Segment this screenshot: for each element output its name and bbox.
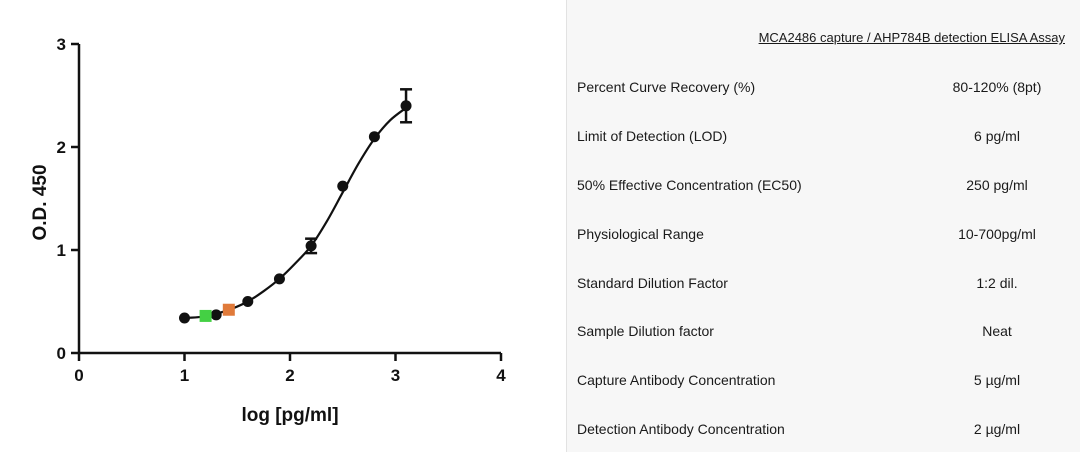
x-tick-label: 2 bbox=[285, 366, 294, 385]
row-label: Physiological Range bbox=[577, 226, 704, 242]
data-point bbox=[179, 312, 190, 324]
assay-parameters-panel: MCA2486 capture / AHP784B detection ELIS… bbox=[566, 0, 1080, 452]
table-row: Physiological Range 10-700pg/ml bbox=[577, 223, 1071, 245]
sample-marker bbox=[222, 303, 235, 316]
data-point bbox=[242, 296, 254, 307]
y-tick-label: 3 bbox=[57, 35, 66, 54]
chart-panel: 0 1 2 3 4 0 1 2 3 log [pg/ml] O.D. 450 bbox=[30, 35, 507, 426]
table-row: Percent Curve Recovery (%) 80-120% (8pt) bbox=[577, 76, 1071, 98]
row-value: 5 µg/ml bbox=[973, 372, 1021, 388]
x-tick-label: 3 bbox=[391, 366, 400, 385]
row-value: 2 µg/ml bbox=[973, 421, 1021, 437]
table-row: Capture Antibody Concentration 5 µg/ml bbox=[577, 369, 1071, 391]
table-row: Limit of Detection (LOD) 6 pg/ml bbox=[577, 125, 1071, 147]
y-axis-label: O.D. 450 bbox=[30, 164, 51, 240]
row-value: Neat bbox=[982, 323, 1012, 339]
data-point bbox=[305, 240, 317, 252]
row-value: 1:2 dil. bbox=[976, 275, 1018, 291]
row-label: Sample Dilution factor bbox=[577, 323, 714, 339]
row-label: 50% Effective Concentration (EC50) bbox=[577, 177, 802, 193]
y-tick-label: 0 bbox=[57, 344, 66, 363]
row-value: 10-700pg/ml bbox=[958, 226, 1036, 242]
elisa-standard-curve-chart: 0 1 2 3 4 0 1 2 3 log [pg/ml] O.D. 450 bbox=[30, 35, 506, 426]
table-title: MCA2486 capture / AHP784B detection ELIS… bbox=[758, 30, 1065, 45]
data-point bbox=[400, 100, 412, 112]
table-row: Detection Antibody Concentration 2 µg/ml bbox=[577, 418, 1071, 440]
row-label: Percent Curve Recovery (%) bbox=[577, 79, 756, 95]
table-row: Sample Dilution factor Neat bbox=[577, 320, 1071, 342]
row-label: Detection Antibody Concentration bbox=[577, 421, 785, 437]
x-axis-label: log [pg/ml] bbox=[241, 405, 338, 426]
row-value: 80-120% (8pt) bbox=[952, 79, 1042, 95]
x-tick-label: 4 bbox=[496, 366, 506, 385]
row-label: Capture Antibody Concentration bbox=[577, 372, 776, 388]
row-value: 6 pg/ml bbox=[974, 128, 1020, 144]
x-tick-label: 1 bbox=[180, 366, 189, 385]
table-row: 50% Effective Concentration (EC50) 250 p… bbox=[577, 174, 1071, 196]
data-point bbox=[210, 309, 222, 321]
x-tick-label: 0 bbox=[74, 366, 83, 385]
row-label: Standard Dilution Factor bbox=[577, 275, 728, 291]
data-point bbox=[273, 273, 285, 285]
row-label: Limit of Detection (LOD) bbox=[577, 128, 728, 144]
data-point bbox=[337, 180, 349, 192]
y-tick-label: 2 bbox=[57, 138, 66, 157]
y-tick-label: 1 bbox=[57, 241, 66, 260]
sample-marker bbox=[199, 309, 212, 322]
table-row: Standard Dilution Factor 1:2 dil. bbox=[577, 272, 1071, 294]
row-value: 250 pg/ml bbox=[966, 177, 1028, 193]
data-point bbox=[368, 131, 380, 143]
